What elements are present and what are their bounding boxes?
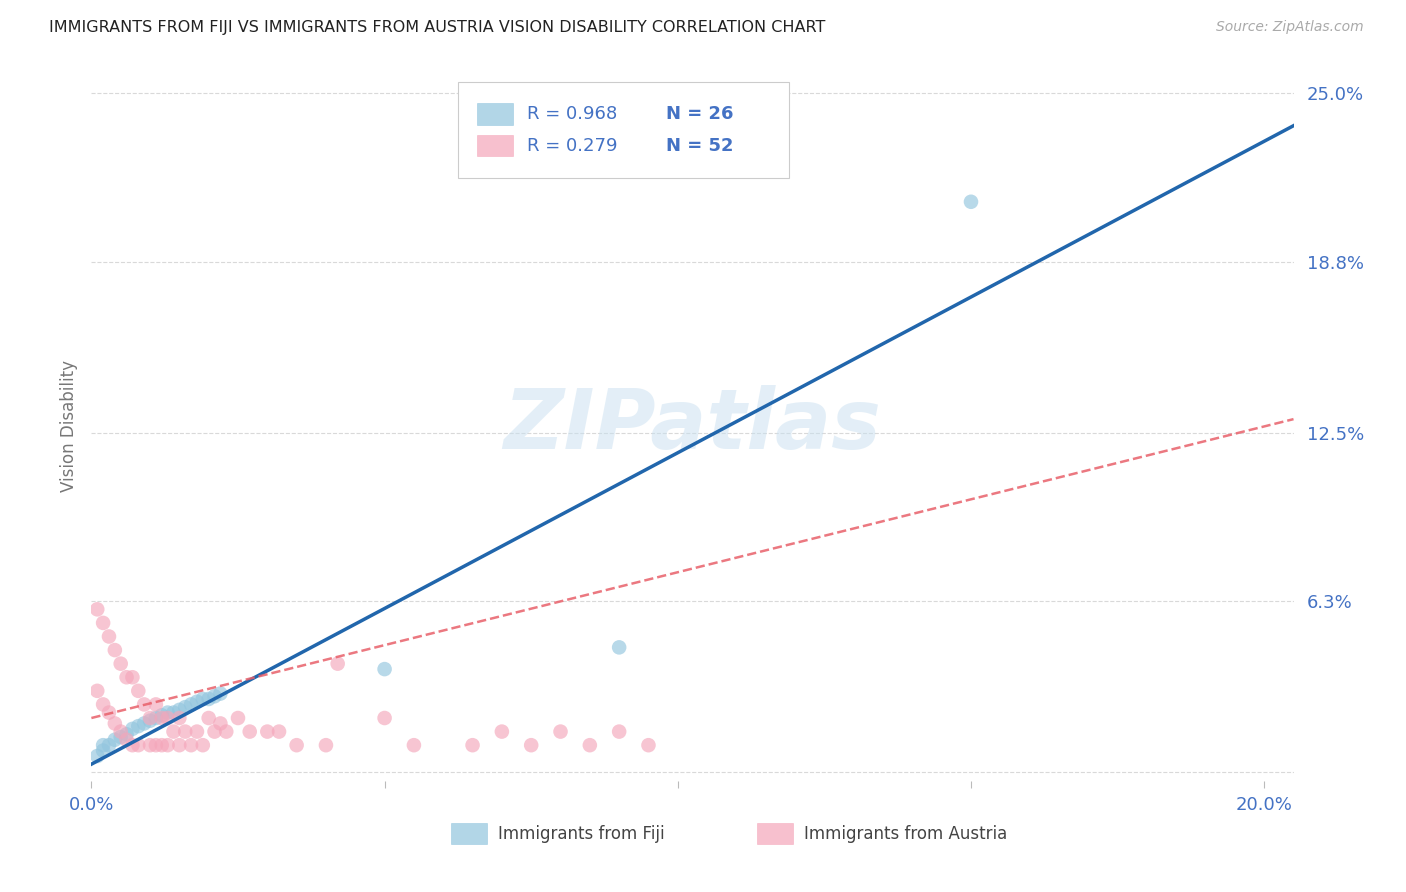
Point	[169, 711, 191, 725]
Point	[186, 695, 208, 709]
Point	[607, 640, 630, 655]
Point	[579, 738, 602, 752]
Point	[134, 716, 156, 731]
Point	[150, 738, 173, 752]
Point	[374, 662, 396, 676]
Point	[960, 194, 983, 209]
Point	[121, 738, 143, 752]
Point	[134, 698, 156, 712]
Point	[162, 724, 184, 739]
Point	[110, 730, 132, 744]
Point	[98, 706, 121, 720]
FancyBboxPatch shape	[458, 82, 789, 178]
Point	[491, 724, 513, 739]
Point	[315, 738, 337, 752]
Point	[127, 683, 149, 698]
Point	[104, 732, 127, 747]
Point	[98, 738, 121, 752]
Point	[91, 615, 114, 630]
Point	[607, 724, 630, 739]
Text: Source: ZipAtlas.com: Source: ZipAtlas.com	[1216, 20, 1364, 34]
Point	[169, 738, 191, 752]
Point	[110, 724, 132, 739]
Point	[402, 738, 425, 752]
Text: IMMIGRANTS FROM FIJI VS IMMIGRANTS FROM AUSTRIA VISION DISABILITY CORRELATION CH: IMMIGRANTS FROM FIJI VS IMMIGRANTS FROM …	[49, 20, 825, 35]
Point	[256, 724, 278, 739]
Y-axis label: Vision Disability: Vision Disability	[59, 360, 77, 491]
Point	[191, 738, 214, 752]
Point	[98, 630, 121, 644]
Point	[191, 692, 214, 706]
Point	[374, 711, 396, 725]
Text: R = 0.279: R = 0.279	[527, 136, 617, 155]
Point	[174, 724, 197, 739]
Point	[145, 698, 167, 712]
Point	[186, 724, 208, 739]
Point	[204, 690, 226, 704]
Point	[239, 724, 262, 739]
Point	[86, 749, 108, 764]
Point	[91, 698, 114, 712]
Point	[115, 670, 138, 684]
Text: Immigrants from Austria: Immigrants from Austria	[804, 825, 1008, 843]
Point	[150, 711, 173, 725]
Point	[180, 698, 202, 712]
Point	[156, 738, 179, 752]
Point	[127, 719, 149, 733]
Text: ZIPatlas: ZIPatlas	[503, 385, 882, 467]
Text: N = 26: N = 26	[666, 105, 734, 123]
Point	[104, 716, 127, 731]
Point	[326, 657, 349, 671]
Point	[139, 711, 162, 725]
Point	[91, 743, 114, 757]
Point	[156, 706, 179, 720]
Point	[461, 738, 484, 752]
Text: N = 52: N = 52	[666, 136, 734, 155]
Point	[86, 602, 108, 616]
Point	[110, 657, 132, 671]
FancyBboxPatch shape	[477, 136, 513, 156]
FancyBboxPatch shape	[758, 823, 793, 845]
Point	[162, 706, 184, 720]
Point	[169, 703, 191, 717]
Point	[204, 724, 226, 739]
Point	[197, 711, 219, 725]
Point	[121, 722, 143, 736]
Point	[139, 714, 162, 728]
Point	[156, 711, 179, 725]
Point	[115, 732, 138, 747]
Point	[127, 738, 149, 752]
Point	[86, 683, 108, 698]
Point	[550, 724, 572, 739]
Point	[91, 738, 114, 752]
Point	[121, 670, 143, 684]
Point	[145, 711, 167, 725]
Text: Immigrants from Fiji: Immigrants from Fiji	[498, 825, 664, 843]
Point	[637, 738, 659, 752]
Point	[139, 738, 162, 752]
Point	[174, 700, 197, 714]
Point	[115, 727, 138, 741]
Point	[215, 724, 238, 739]
Point	[197, 692, 219, 706]
FancyBboxPatch shape	[451, 823, 486, 845]
Point	[145, 738, 167, 752]
Point	[209, 716, 232, 731]
Text: R = 0.968: R = 0.968	[527, 105, 617, 123]
Point	[150, 708, 173, 723]
Point	[267, 724, 290, 739]
Point	[209, 687, 232, 701]
Point	[285, 738, 308, 752]
Point	[520, 738, 543, 752]
FancyBboxPatch shape	[477, 103, 513, 125]
Point	[104, 643, 127, 657]
Point	[226, 711, 249, 725]
Point	[180, 738, 202, 752]
